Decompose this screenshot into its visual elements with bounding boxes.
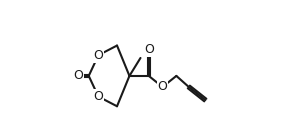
Text: O: O <box>74 69 83 82</box>
Text: O: O <box>144 43 154 56</box>
Text: O: O <box>158 80 168 93</box>
Text: O: O <box>93 49 103 62</box>
Text: O: O <box>93 90 103 103</box>
